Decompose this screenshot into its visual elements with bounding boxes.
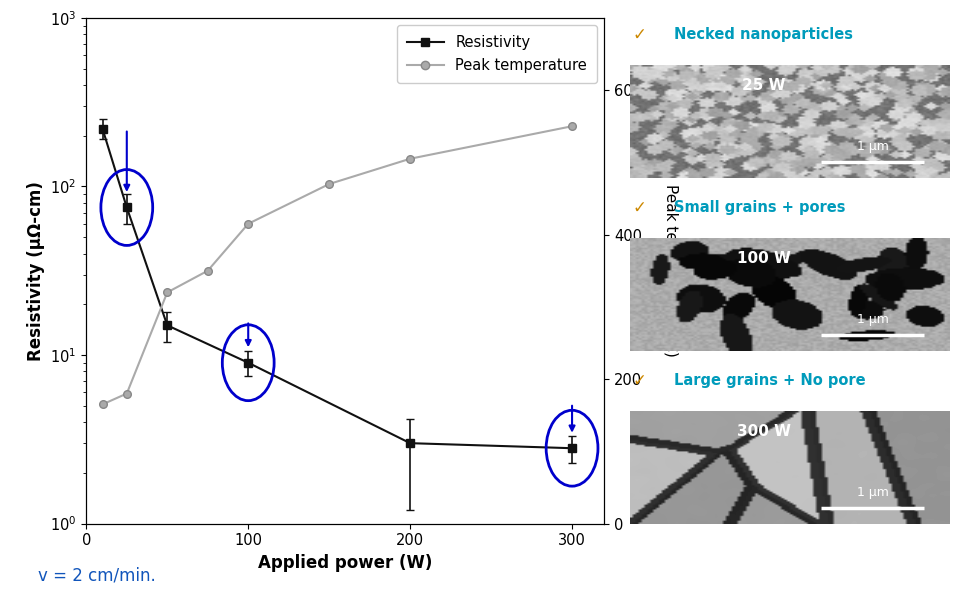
Peak temperature — [323, 180, 335, 187]
Text: ✓: ✓ — [633, 26, 646, 44]
Peak temperature — [202, 267, 214, 274]
Text: 1 μm: 1 μm — [856, 486, 889, 499]
Text: ✓: ✓ — [633, 199, 646, 217]
Legend: Resistivity, Peak temperature: Resistivity, Peak temperature — [397, 25, 597, 83]
Text: Small grains + pores: Small grains + pores — [674, 201, 846, 215]
Text: Large grains + No pore: Large grains + No pore — [674, 373, 866, 388]
Text: 1 μm: 1 μm — [856, 140, 889, 153]
Text: 300 W: 300 W — [737, 424, 791, 439]
Text: ✓: ✓ — [633, 372, 646, 390]
Text: 1 μm: 1 μm — [856, 313, 889, 326]
Text: Necked nanoparticles: Necked nanoparticles — [674, 27, 854, 42]
Text: 100 W: 100 W — [737, 251, 791, 267]
Peak temperature — [121, 390, 132, 397]
Line: Peak temperature: Peak temperature — [99, 123, 575, 408]
X-axis label: Applied power (W): Applied power (W) — [258, 554, 433, 572]
Text: 25 W: 25 W — [742, 79, 785, 93]
Peak temperature — [243, 220, 254, 227]
Peak temperature — [567, 123, 578, 130]
Y-axis label: Peak temperature (°C): Peak temperature (°C) — [663, 184, 678, 357]
Peak temperature — [405, 155, 416, 162]
Y-axis label: Resistivity (μΩ-cm): Resistivity (μΩ-cm) — [27, 181, 44, 361]
Peak temperature — [161, 289, 173, 296]
Text: v = 2 cm/min.: v = 2 cm/min. — [38, 566, 156, 584]
Peak temperature — [97, 401, 108, 408]
